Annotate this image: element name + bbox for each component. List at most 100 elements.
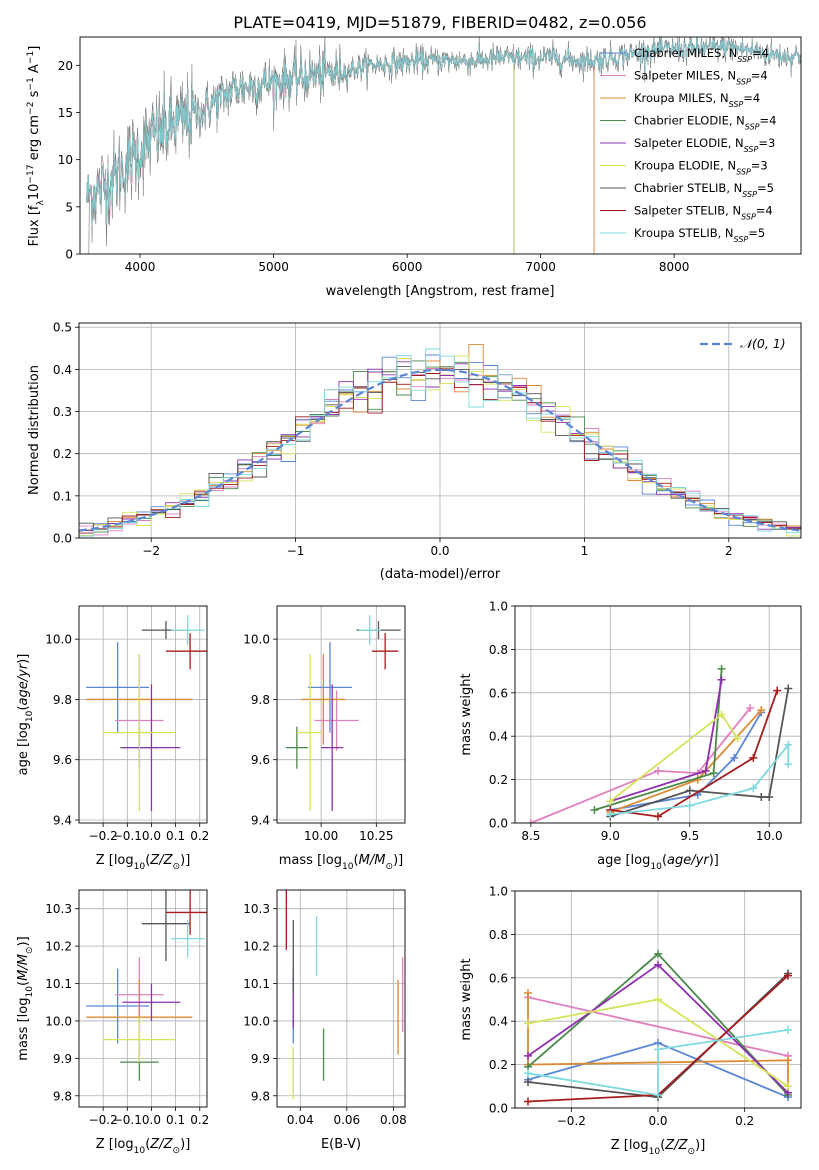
label-part: Z/Z [664, 1138, 688, 1153]
legend-sub: SSP [745, 122, 760, 131]
marker-plus [746, 703, 755, 712]
label-part: 10 [25, 986, 35, 998]
label-part: −1 [26, 77, 36, 90]
label-part: ⊙ [385, 862, 393, 872]
y-axis-label: mass [log10(M/M⊙)] [16, 936, 35, 1060]
y-tick-label: 15 [58, 106, 73, 120]
y-tick-label: 10.1 [243, 977, 270, 991]
label-part: ⊙ [688, 1147, 696, 1157]
y-axis-label: age [log10(age/yr)] [16, 654, 35, 776]
y-tick-label: 0.2 [489, 1058, 508, 1072]
legend-sub: SSP [736, 167, 751, 176]
x-axis-label: wavelength [Angstrom, rest frame] [326, 284, 555, 299]
legend-text: Kroupa STELIB, N [634, 226, 734, 240]
marker-plus [717, 664, 726, 673]
label-part: )] [709, 853, 719, 868]
label-part: 10 [27, 184, 42, 201]
label-part: −17 [26, 164, 36, 183]
label-part: )] [16, 654, 31, 664]
marker-plus [654, 1045, 662, 1054]
y-tick-label: 10.3 [243, 902, 270, 916]
y-tick-label: 9.6 [53, 753, 72, 767]
x-tick-label: 0.2 [735, 1114, 754, 1128]
marker-plus [526, 819, 535, 823]
legend-value: =4 [743, 91, 760, 105]
x-axis-label: E(B-V) [321, 1137, 361, 1152]
x-tick-label: 9.0 [601, 829, 620, 843]
label-part: )] [16, 936, 31, 946]
marker-plus [784, 971, 792, 980]
axes-frame [514, 890, 802, 1109]
histogram-steps [79, 366, 801, 530]
label-part: Z/Z [149, 1137, 173, 1152]
label-part: Z/Z [149, 853, 173, 868]
marker-plus [749, 784, 758, 793]
label-part: (0, 1) [752, 336, 786, 351]
legend-label: Kroupa ELODIE, NSSP=3 [634, 159, 768, 177]
legend-value: =5 [748, 226, 765, 240]
legend-text: Kroupa ELODIE, N [634, 159, 736, 173]
mass-weight-line [610, 690, 779, 818]
label-part: λ [36, 200, 46, 206]
x-tick-label: 8000 [659, 260, 690, 274]
label-part: ] [27, 46, 42, 51]
label-part: age [log [597, 853, 650, 868]
legend-text: Chabrier STELIB, N [634, 181, 742, 195]
mass-weight-line [527, 996, 789, 1057]
label-part: 10 [134, 862, 146, 872]
marker-plus [784, 1082, 792, 1091]
y-tick-label: 0.0 [489, 817, 508, 831]
legend-sub: SSP [737, 55, 752, 64]
label-part: 10 [25, 710, 35, 722]
axes-frame [514, 605, 802, 824]
x-axis-label: Z [log10(Z/Z⊙)] [96, 853, 191, 872]
histogram-steps [79, 355, 801, 537]
y-tick-label: 0.6 [489, 686, 508, 700]
marker-plus [606, 797, 615, 806]
marker-plus [730, 753, 739, 762]
legend-value: =3 [751, 159, 768, 173]
legend-label: Salpeter STELIB, NSSP=4 [634, 204, 773, 222]
plot-area [86, 37, 801, 254]
x-tick-label: 0.2 [190, 829, 209, 843]
label-part: Flux [f [27, 205, 42, 246]
x-tick-label: 6000 [392, 260, 423, 274]
legend-label: Salpeter ELODIE, NSSP=3 [634, 136, 775, 154]
marker-plus [654, 1090, 662, 1099]
label-part: −1 [26, 51, 36, 64]
x-tick-label: 0.1 [166, 829, 185, 843]
x-tick-label: 10.0 [756, 829, 783, 843]
y-tick-label: 9.8 [251, 1089, 270, 1103]
mass-weight-vs-age-axes: 8.5 9.0 9.5 10.0 0.0 0.2 0.4 0.6 0.8 1.0 age [log1… [459, 600, 802, 872]
label-part: )] [393, 853, 403, 868]
y-tick-label: 9.8 [251, 693, 270, 707]
legend-sub: SSP [741, 212, 756, 221]
y-tick-label: 0.3 [53, 405, 72, 419]
x-axis-label: Z [log10(Z/Z⊙)] [611, 1138, 706, 1157]
plot-area [79, 343, 801, 537]
age-vs-metallicity-axes: −0.2−0.1 0.0 0.1 0.29.49.69.810.0Z [log10(Z… [16, 605, 209, 872]
y-tick-label: 0.5 [53, 321, 72, 335]
y-axis-label: mass weight [459, 958, 474, 1040]
y-tick-label: 0.1 [53, 489, 72, 503]
figure-title: PLATE=0419, MJD=51879, FIBERID=0482, z=0… [233, 13, 646, 32]
residual-histogram-axes: −2 −1 0.0 1 2 0.0 0.1 0.2 0.3 0.4 0.5 𝒩(0, 1) (data-… [27, 321, 802, 582]
x-tick-label: 0.08 [380, 1113, 407, 1127]
y-tick-label: 10.2 [243, 940, 270, 954]
marker-plus [784, 684, 793, 693]
axes-frame [78, 322, 802, 539]
x-axis-label: Z [log10(Z/Z⊙)] [96, 1137, 191, 1156]
marker-plus [784, 1025, 792, 1034]
marker-plus [654, 960, 662, 969]
label-part: Z [log [611, 1138, 649, 1153]
marker-plus [524, 1077, 532, 1086]
histogram-steps [79, 348, 801, 537]
y-tick-label: 9.4 [53, 813, 72, 827]
label-part: age/yr [16, 662, 31, 705]
y-tick-label: 1.0 [489, 885, 508, 899]
y-tick-label: 9.8 [53, 693, 72, 707]
y-tick-label: 10.2 [45, 940, 72, 954]
label-part: 10 [650, 862, 662, 872]
y-tick-label: 10.3 [45, 902, 72, 916]
